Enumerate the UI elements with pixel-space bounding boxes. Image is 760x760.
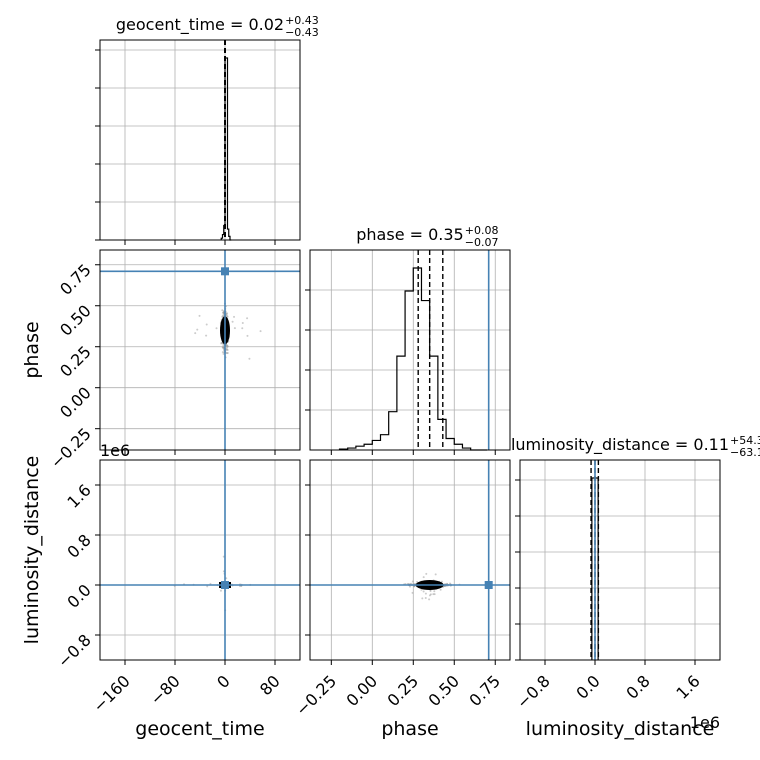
sample-point bbox=[220, 341, 223, 344]
sample-point bbox=[428, 598, 431, 601]
sample-point bbox=[233, 327, 236, 330]
sample-point bbox=[408, 585, 411, 588]
x-tick-label: −0.25 bbox=[292, 671, 340, 719]
x-tick-label: 0.50 bbox=[424, 671, 463, 710]
injection-marker bbox=[484, 581, 493, 589]
title-luminosity_distance: luminosity_distance = 0.11 bbox=[511, 435, 729, 455]
x-tick-label: 80 bbox=[256, 671, 284, 699]
title-luminosity_distance-err-lower: −63.15 bbox=[730, 446, 760, 459]
x-tick-label: −80 bbox=[147, 671, 184, 708]
y-tick-label: 0.25 bbox=[56, 342, 95, 381]
sample-point bbox=[194, 332, 197, 335]
panel-ld-vs-phase bbox=[309, 459, 511, 661]
sample-point bbox=[425, 572, 428, 575]
y-tick-label: −0.25 bbox=[47, 424, 95, 472]
x-axis-label: luminosity_distance bbox=[526, 718, 715, 740]
sample-point bbox=[424, 592, 427, 595]
x-tick-label: 0.0 bbox=[572, 671, 603, 702]
x-axis-label: geocent_time bbox=[135, 718, 264, 740]
sample-point bbox=[222, 352, 225, 355]
sample-point bbox=[420, 588, 423, 591]
y-offset-text: 1e6 bbox=[100, 441, 130, 460]
injection-marker bbox=[221, 267, 229, 276]
sample-point bbox=[421, 597, 424, 600]
sample-point bbox=[246, 317, 249, 320]
sample-point bbox=[248, 357, 251, 360]
x-tick-label: 0.00 bbox=[342, 671, 381, 710]
sample-point bbox=[226, 315, 229, 318]
panel-luminosity_distance bbox=[519, 459, 721, 661]
sample-point bbox=[196, 328, 199, 331]
y-tick-label: 1.6 bbox=[63, 480, 94, 511]
histogram-phase bbox=[338, 267, 488, 451]
x-tick-label: 0 bbox=[213, 671, 234, 692]
sample-point bbox=[422, 590, 425, 593]
sample-point bbox=[205, 323, 208, 326]
title-geocent_time: geocent_time = 0.02 bbox=[116, 15, 284, 35]
y-tick-label: 0.50 bbox=[56, 301, 95, 340]
title-phase-err-lower: −0.07 bbox=[465, 236, 499, 249]
x-tick-label: 1.6 bbox=[672, 671, 703, 702]
sample-point bbox=[416, 580, 419, 583]
x-tick-label: −0.8 bbox=[513, 671, 554, 712]
panel-phase-vs-geocent_time bbox=[99, 249, 301, 451]
y-tick-label: 0.00 bbox=[56, 383, 95, 422]
sample-point bbox=[241, 327, 244, 330]
sample-point bbox=[221, 309, 224, 312]
histogram-geocent_time bbox=[220, 57, 232, 241]
sample-point bbox=[221, 351, 224, 354]
y-tick-label: 0.75 bbox=[56, 260, 95, 299]
title-phase-err-upper: +0.08 bbox=[465, 224, 499, 237]
sample-point bbox=[225, 348, 228, 351]
sample-point bbox=[205, 334, 208, 337]
sample-point bbox=[198, 314, 201, 317]
sample-point bbox=[433, 590, 436, 593]
y-tick-label: −0.8 bbox=[54, 630, 95, 671]
sample-point bbox=[246, 334, 249, 337]
x-tick-label: 0.75 bbox=[465, 671, 504, 710]
sample-point bbox=[259, 330, 262, 333]
x-offset-text: 1e6 bbox=[690, 713, 720, 732]
y-axis-label: phase bbox=[21, 321, 43, 378]
sample-point bbox=[215, 327, 218, 330]
sample-point bbox=[206, 585, 209, 588]
title-luminosity_distance-err-upper: +54.38 bbox=[730, 434, 760, 447]
sample-point bbox=[424, 597, 427, 600]
sample-point bbox=[221, 315, 224, 318]
title-geocent_time-err-upper: +0.43 bbox=[285, 14, 319, 27]
sample-point bbox=[411, 591, 414, 594]
panel-ld-vs-geocent_time bbox=[99, 459, 301, 661]
sample-point bbox=[434, 573, 437, 576]
x-tick-label: −160 bbox=[89, 671, 134, 716]
title-geocent_time-err-lower: −0.43 bbox=[285, 26, 319, 39]
sample-point bbox=[439, 588, 442, 591]
sample-point bbox=[411, 580, 414, 583]
y-tick-label: 0.0 bbox=[63, 580, 94, 611]
x-tick-label: 0.8 bbox=[622, 671, 653, 702]
y-axis-label: luminosity_distance bbox=[21, 456, 43, 645]
sample-point bbox=[422, 576, 425, 579]
sample-point bbox=[449, 582, 452, 585]
sample-point bbox=[231, 320, 234, 323]
sample-point bbox=[222, 347, 225, 350]
panel-phase bbox=[309, 249, 511, 451]
sample-point bbox=[428, 594, 431, 597]
sample-point bbox=[233, 315, 236, 318]
sample-point bbox=[432, 593, 435, 596]
title-phase: phase = 0.35 bbox=[356, 225, 463, 244]
sample-point bbox=[241, 321, 244, 324]
sample-point bbox=[219, 589, 222, 592]
sample-point bbox=[440, 580, 443, 583]
x-tick-label: 0.25 bbox=[383, 671, 422, 710]
panel-geocent_time bbox=[99, 39, 301, 241]
y-tick-label: 0.8 bbox=[63, 530, 94, 561]
x-axis-label: phase bbox=[381, 718, 438, 740]
injection-marker bbox=[221, 581, 229, 589]
